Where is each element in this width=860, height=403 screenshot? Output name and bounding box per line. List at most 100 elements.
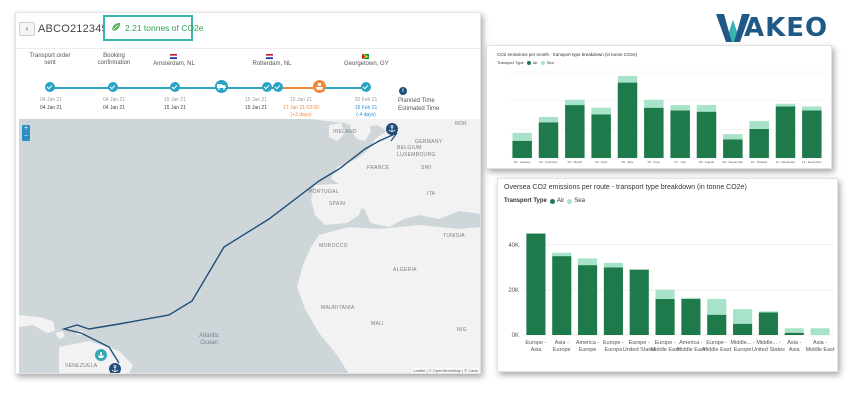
map-label-luxembourg: LUXEMBOURG	[397, 152, 436, 158]
x-category-label: Asia -	[555, 340, 569, 346]
map-label-norway: NOR	[455, 121, 468, 127]
bar-sea	[758, 311, 778, 313]
zoom-in-button[interactable]: +	[23, 125, 29, 132]
bar-sea	[749, 120, 769, 129]
map-attribution[interactable]: Leaflet | © OpenStreetMap | © Carto	[412, 368, 479, 373]
shipment-id: ABCO2123456	[38, 23, 115, 35]
bar-air	[591, 114, 611, 158]
x-category-label: 10 - October	[751, 160, 768, 164]
milestone-planned-date: 15 Jan 21	[164, 97, 186, 103]
bar-air	[733, 323, 753, 335]
planned-time-legend: Planned Time	[398, 98, 435, 104]
bar-sea	[775, 103, 796, 107]
map-canvas	[19, 119, 480, 373]
bar-sea	[512, 132, 532, 141]
x-category-label: Europe	[734, 347, 752, 353]
legend-title: Transport Type	[504, 198, 547, 204]
bar-sea	[655, 289, 675, 299]
bar-sea	[538, 116, 559, 123]
back-button[interactable]: ‹	[19, 22, 35, 36]
bar-air	[758, 312, 778, 335]
milestone-advance: (-4 days)	[356, 112, 376, 118]
x-category-label: 02 - February	[539, 160, 558, 164]
milestone-planned-date: 15 Jan 21	[245, 97, 267, 103]
x-category-label: America -	[576, 340, 600, 346]
map-label-belgium: BELGIUM	[397, 145, 422, 151]
milestone-check-icon	[108, 82, 118, 92]
legend-sea-swatch	[540, 60, 545, 65]
x-category-label: 07 - July	[674, 160, 686, 164]
truck-transport-icon	[215, 80, 228, 93]
bar-air	[629, 269, 649, 335]
map-label-france: FRANCE	[367, 165, 390, 171]
map-label-nigeria: NIG	[457, 327, 467, 333]
x-category-label: Middle East	[702, 347, 731, 353]
bar-sea	[707, 298, 727, 315]
shipment-tracking-panel: ‹ ABCO2123456 2.21 tonnes of CO2e Transp…	[15, 12, 481, 374]
x-category-label: United States	[752, 347, 785, 353]
x-category-label: Middle... -	[756, 340, 780, 346]
legend-sea-swatch	[567, 198, 573, 204]
milestone-label-georgetown: Georgetown, GY	[344, 61, 389, 67]
milestone-label-amsterdam: Amsterdam, NL	[153, 61, 195, 67]
chart-legend: Transport Type Air Sea	[497, 60, 554, 65]
estimated-time-legend: Estimated Time	[398, 106, 440, 112]
legend-air-swatch	[526, 60, 531, 65]
bar-air	[526, 233, 546, 335]
x-category-label: Middle East	[651, 347, 680, 353]
x-category-label: 03 - March	[568, 160, 583, 164]
x-category-label: Asia -	[787, 340, 801, 346]
bar-air	[655, 298, 675, 335]
x-category-label: Europe -	[655, 340, 676, 346]
x-category-label: United States	[623, 347, 656, 353]
bar-sea	[681, 297, 701, 299]
x-category-label: 05 - May	[622, 160, 634, 164]
bar-air	[775, 106, 796, 158]
bar-sea	[733, 309, 753, 324]
milestone-actual-date: 04 Jan 21	[40, 105, 62, 111]
x-category-label: 12 - December	[802, 160, 822, 164]
bar-air	[723, 139, 743, 158]
bar-sea	[802, 106, 822, 111]
map-label-algeria: ALGERIA	[393, 267, 417, 273]
wakeo-logo: AKEO	[716, 10, 834, 46]
chart-title: CO2 emissions per month - transport type…	[497, 52, 638, 57]
legend-air-label: Air	[532, 60, 538, 65]
map-label-morocco: MOROCCO	[319, 243, 348, 249]
bar-air	[565, 105, 585, 158]
x-category-label: 06 - June	[648, 160, 661, 164]
map-label-portugal: PORTUGAL	[309, 189, 339, 195]
x-category-label: Middle East	[677, 347, 706, 353]
bar-sea	[617, 75, 638, 83]
milestone-timeline: Transport order sent 04 Jan 21 04 Jan 21…	[16, 51, 480, 121]
map-label-mali: MALI	[371, 321, 384, 327]
leaf-icon	[111, 23, 120, 32]
x-category-label: 08 - August	[699, 160, 714, 164]
x-category-label: Europe	[605, 347, 623, 353]
anchor-pin-icon[interactable]	[386, 123, 398, 135]
map-label-spain: SPAIN	[329, 201, 346, 207]
bar-air	[802, 110, 822, 158]
route-co2-chart: Oversea CO2 emissions per route - transp…	[497, 178, 838, 372]
map-label-mauritania: MAURITANIA	[321, 305, 355, 311]
zoom-out-button[interactable]: −	[23, 133, 29, 140]
bar-sea	[603, 262, 623, 268]
milestone-planned-date: 04 Jan 21	[103, 97, 125, 103]
y-tick-label: 40K	[508, 243, 519, 249]
info-icon[interactable]: i	[399, 87, 407, 95]
anchor-pin-icon[interactable]	[109, 363, 121, 373]
netherlands-flag-icon	[266, 54, 273, 59]
milestone-check-icon	[361, 82, 371, 92]
timeline-line	[48, 87, 364, 89]
logo-w-mark	[716, 14, 750, 42]
legend-air-label: Air	[556, 198, 565, 204]
route-map[interactable]: + − NOR IRELAND GERMANY BELGIUM LUXEMBOU…	[19, 119, 480, 373]
bar-sea	[784, 328, 804, 333]
milestone-actual-date: 15 Jan 21	[164, 105, 186, 111]
ship-position-icon[interactable]	[95, 349, 107, 361]
bar-air	[696, 111, 717, 158]
chart-title: Oversea CO2 emissions per route - transp…	[504, 184, 747, 191]
milestone-check-icon	[45, 82, 55, 92]
bar-sea	[565, 99, 585, 106]
